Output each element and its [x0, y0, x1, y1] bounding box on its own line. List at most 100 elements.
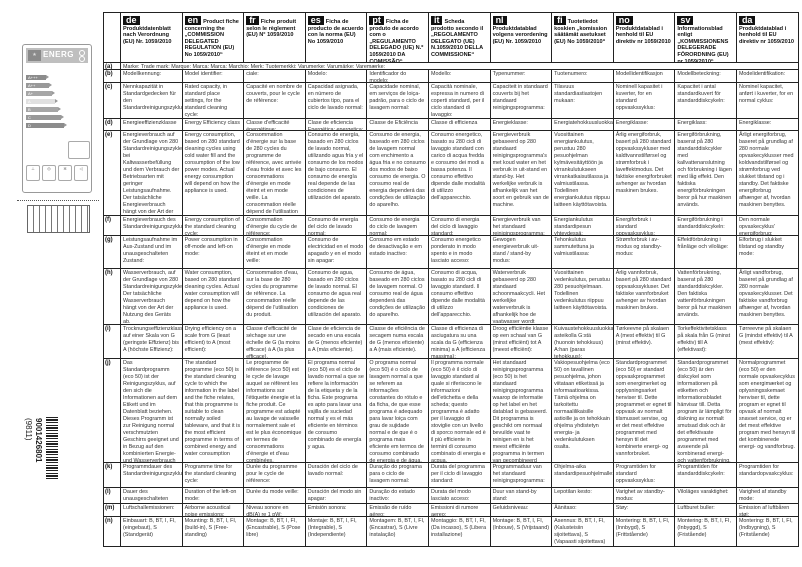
energy-class-arrow: D [26, 123, 67, 128]
dimension-grid [27, 205, 90, 233]
language-header-nl: nlProduktdatablad volgens verordening (E… [490, 13, 553, 63]
field-c-no: Nominell kapasitet i kuverter, for en st… [613, 83, 676, 119]
field-m-de: Luftschallemissionen: [121, 504, 183, 517]
field-k-no: Programtiden for standard oppvaskssyklus… [613, 463, 676, 488]
label-circle-icon [79, 56, 85, 62]
field-e-it: Consumo energetico, basato su 280 cicli … [428, 131, 491, 216]
field-e-en: Energy consumption, based on 280 standar… [182, 131, 245, 216]
field-n-de: Einbauart: B, BT, I, FI, (eingebaut), S … [121, 517, 183, 547]
language-code-badge: sv [677, 16, 694, 25]
field-n-no: Montering: B, BT, I, FI, (Innbygd), S (F… [613, 517, 676, 547]
field-l-fr: Durée du mode veille: [244, 488, 306, 504]
label-circle-icon [79, 50, 85, 56]
row-label: (l) [104, 488, 121, 504]
field-j-fr: Le programme de référence (eco 50) est l… [244, 359, 306, 463]
field-h-it: Consumo di acqua, basato su 280 cicli di… [428, 269, 491, 325]
row-label: (c) [104, 83, 121, 119]
field-n-fr: Montage: B, BT, I, FI, (Encastrable), S … [244, 517, 306, 547]
energy-class-arrow: A+ [26, 91, 55, 96]
field-g-fr: Consommation d'énergie en mode éteint et… [244, 236, 306, 269]
field-h-pt: Consumo de água, baseado em 280 ciclos d… [367, 269, 429, 325]
field-e-no: Årlig energiforbruk, basert på 280 stand… [613, 131, 676, 216]
language-header-sv: svInformationsblad enligt „KOMMISSIONENS… [675, 13, 737, 63]
field-d-es: Clase de eficiencia Energética: energeti… [305, 119, 368, 131]
language-header-pt: pt Ficha de produto de acordo com o „REGU… [367, 13, 429, 63]
field-d-en: Energy Efficiency class [182, 119, 245, 131]
field-m-pt: Emissão de ruído aéreo: [367, 504, 429, 517]
field-c-es: Capacidad asignada, en número de cubiert… [305, 83, 368, 119]
field-k-fi: Ohjelma-aika standardipesuohjelmalle: [552, 463, 614, 488]
field-l-fi: Lepotilan kesto: [552, 488, 614, 504]
field-l-en: Duration of the left-on mode: [182, 488, 245, 504]
field-m-nl: Geluidsniveau: [490, 504, 553, 517]
field-e-da: Årligt energiforbrug, baseret på grundla… [736, 131, 799, 216]
field-g-pt: Consumo em estado de desactivação e em e… [367, 236, 429, 269]
field-k-fr: Durée du programme pour le cycle de réfé… [244, 463, 306, 488]
field-h-nl: Waterverbruik gebaseerd op 280 standaard… [490, 269, 553, 325]
field-j-fi: Vakiopesuohjelma (eco 50) on tavallinen … [552, 359, 614, 463]
field-i-fi: Kuivaustehokkuusluokka asteikolla G:stä … [552, 325, 614, 359]
field-h-da: Årligt vandforbrug, baseret på grundlag … [736, 269, 799, 325]
energy-class-arrow: C [26, 115, 64, 120]
field-e-de: Energieverbrauch auf der Grundlage von 2… [121, 131, 183, 216]
language-header-fr: fr Fiche produit selon le règlement (EU) … [244, 13, 306, 63]
field-f-de: Energieverbrauch des Standardreinigungsz… [121, 216, 183, 236]
field-j-sv: Standardprogrammet (eco 50) är den diskc… [675, 359, 737, 463]
language-fiche-title: Produktdatablad i henhold til EU direkti… [615, 25, 671, 45]
field-j-da: Normalprogrammet (eco 50) er den normale… [736, 359, 799, 463]
energy-class-arrow: A++ [26, 83, 52, 88]
row-label: (n) [104, 517, 121, 547]
language-header-de: deProduktdatenblatt nach Verordnung (EU)… [121, 13, 183, 63]
field-k-da: Programtiden for standardopvaskcyklus: [736, 463, 799, 488]
field-c-it: Capacità nominale, espressa in numero di… [428, 83, 491, 119]
language-code-badge: de [123, 16, 140, 25]
field-h-en: Water consumption, based on 280 standard… [182, 269, 245, 325]
field-n-fi: Asennus: B, BT, I, FI, (Kalusteisiin sij… [552, 517, 614, 547]
field-g-sv: Effektförbrukning i frånläge och viloläg… [675, 236, 737, 269]
row-label: (g) [104, 236, 121, 269]
field-h-es: Consumo de agua, basado en 280 ciclos de… [305, 269, 368, 325]
dishes-icon: ◎ [42, 165, 56, 181]
field-b-da: Modelidentifikation: [736, 70, 799, 83]
field-d-it: Classe di efficienza [428, 119, 491, 131]
field-b-no: Modellidentifikasjon [613, 70, 676, 83]
language-code-badge: no [615, 16, 633, 25]
field-f-da: Den normale opvaskecyklus' energiforbrug… [736, 216, 799, 236]
field-i-it: Classe di efficienza di asciugatura su u… [428, 325, 491, 359]
field-e-sv: Energiförbrukning, baserat på 280 standa… [675, 131, 737, 216]
field-g-en: Power consumption in off-mode and left-o… [182, 236, 245, 269]
field-i-no: Tørkeevne på skalaen A (mest effektiv) t… [613, 325, 676, 359]
field-f-pt: Consumo de energia do ciclo de lavagem n… [367, 216, 429, 236]
field-d-pt: Classe de Eficiência [367, 119, 429, 131]
field-b-fi: Tuotenumero: [552, 70, 614, 83]
field-n-sv: Montering: B, BT, I, FI, (Inbyggd), S (F… [675, 517, 737, 547]
language-fiche-title: Product fiche concerning the „COMMISSION… [184, 19, 239, 58]
field-c-de: Nennkapazität in Standardgedecken für de… [121, 83, 183, 119]
field-l-sv: Viloläges varaktighet: [675, 488, 737, 504]
field-e-fi: Vuosittainen energiankulutus, perustuu 2… [552, 131, 614, 216]
energy-class-arrow: B [26, 107, 61, 112]
field-m-no: Støy: [613, 504, 676, 517]
product-fiche-table: deProduktdatenblatt nach Verordnung (EU)… [103, 12, 799, 547]
field-g-de: Leistungsaufnahme im Aus-Zustand und im … [121, 236, 183, 269]
language-header-es: es Ficha de producto de acuerdo con la no… [305, 13, 368, 63]
field-f-es: Consumo de energía del ciclo de lavado n… [305, 216, 368, 236]
field-f-it: Consumo di energia del ciclo di lavaggio… [428, 216, 491, 236]
field-k-pt: Duração do programa para o ciclo de lava… [367, 463, 429, 488]
eu-flag-icon: ★ [28, 50, 41, 61]
language-code-badge: pt [369, 16, 384, 25]
field-g-fi: Tehonkulutus sammutettuna ja valmiustila… [552, 236, 614, 269]
energy-label-brand: ENERG [43, 50, 74, 59]
field-c-en: Rated capacity, in standard place settin… [182, 83, 245, 119]
field-k-de: Programmdauer des Standardreinigungszykl… [121, 463, 183, 488]
field-l-da: Varighed af standby mode: [736, 488, 799, 504]
field-m-es: Emisión sonora: [305, 504, 368, 517]
field-j-en: The standard programme (eco 50) is the s… [182, 359, 245, 463]
field-e-es: Consumo de energía, basado en 280 ciclos… [305, 131, 368, 216]
field-k-en: Programme time for the standard cleaning… [182, 463, 245, 488]
field-j-no: Standardprogrammet (eco 50) er standard … [613, 359, 676, 463]
row-label: (a) [104, 63, 121, 70]
language-header-en: en Product fiche concerning the „COMMISSI… [182, 13, 245, 63]
field-n-es: Montaje: B, BT, I, FI, (Integrable), S (… [305, 517, 368, 547]
language-code-badge: fr [246, 16, 259, 25]
